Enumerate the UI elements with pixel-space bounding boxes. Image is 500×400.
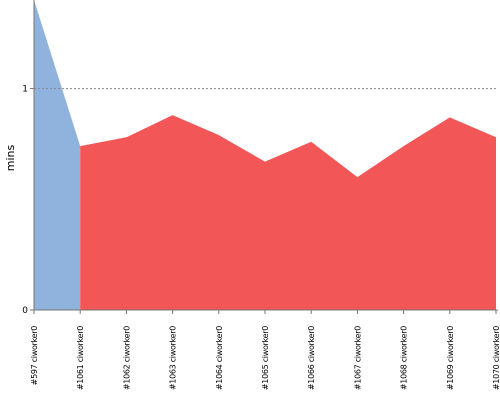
x-tick-label: #1063 ciworker0	[169, 326, 178, 390]
x-tick-label: #1070 ciworker0	[492, 326, 500, 390]
x-tick-label: #1069 ciworker0	[446, 326, 455, 390]
x-tick-label: #1061 ciworker0	[76, 326, 85, 390]
x-tick-label: #1066 ciworker0	[307, 326, 316, 390]
x-tick-label: #1064 ciworker0	[215, 326, 224, 390]
y-tick-label-0: 0	[22, 306, 28, 316]
area-segment-0	[34, 0, 81, 310]
area-segment-1	[80, 115, 496, 311]
area-series	[34, 0, 496, 311]
x-tick-label: #1067 ciworker0	[353, 326, 362, 390]
x-tick-labels: #597 ciworker0 #1061 ciworker0 #1062 ciwor…	[30, 310, 500, 390]
y-ticks: 01	[22, 85, 34, 316]
x-tick-label: #1062 ciworker0	[122, 326, 131, 390]
x-tick-label: #1065 ciworker0	[261, 326, 270, 390]
x-tick-label: #1068 ciworker0	[400, 326, 409, 390]
x-tick-label: #597 ciworker0	[30, 326, 39, 386]
y-axis-label: mins	[4, 144, 17, 171]
y-tick-label-1: 1	[22, 85, 28, 95]
